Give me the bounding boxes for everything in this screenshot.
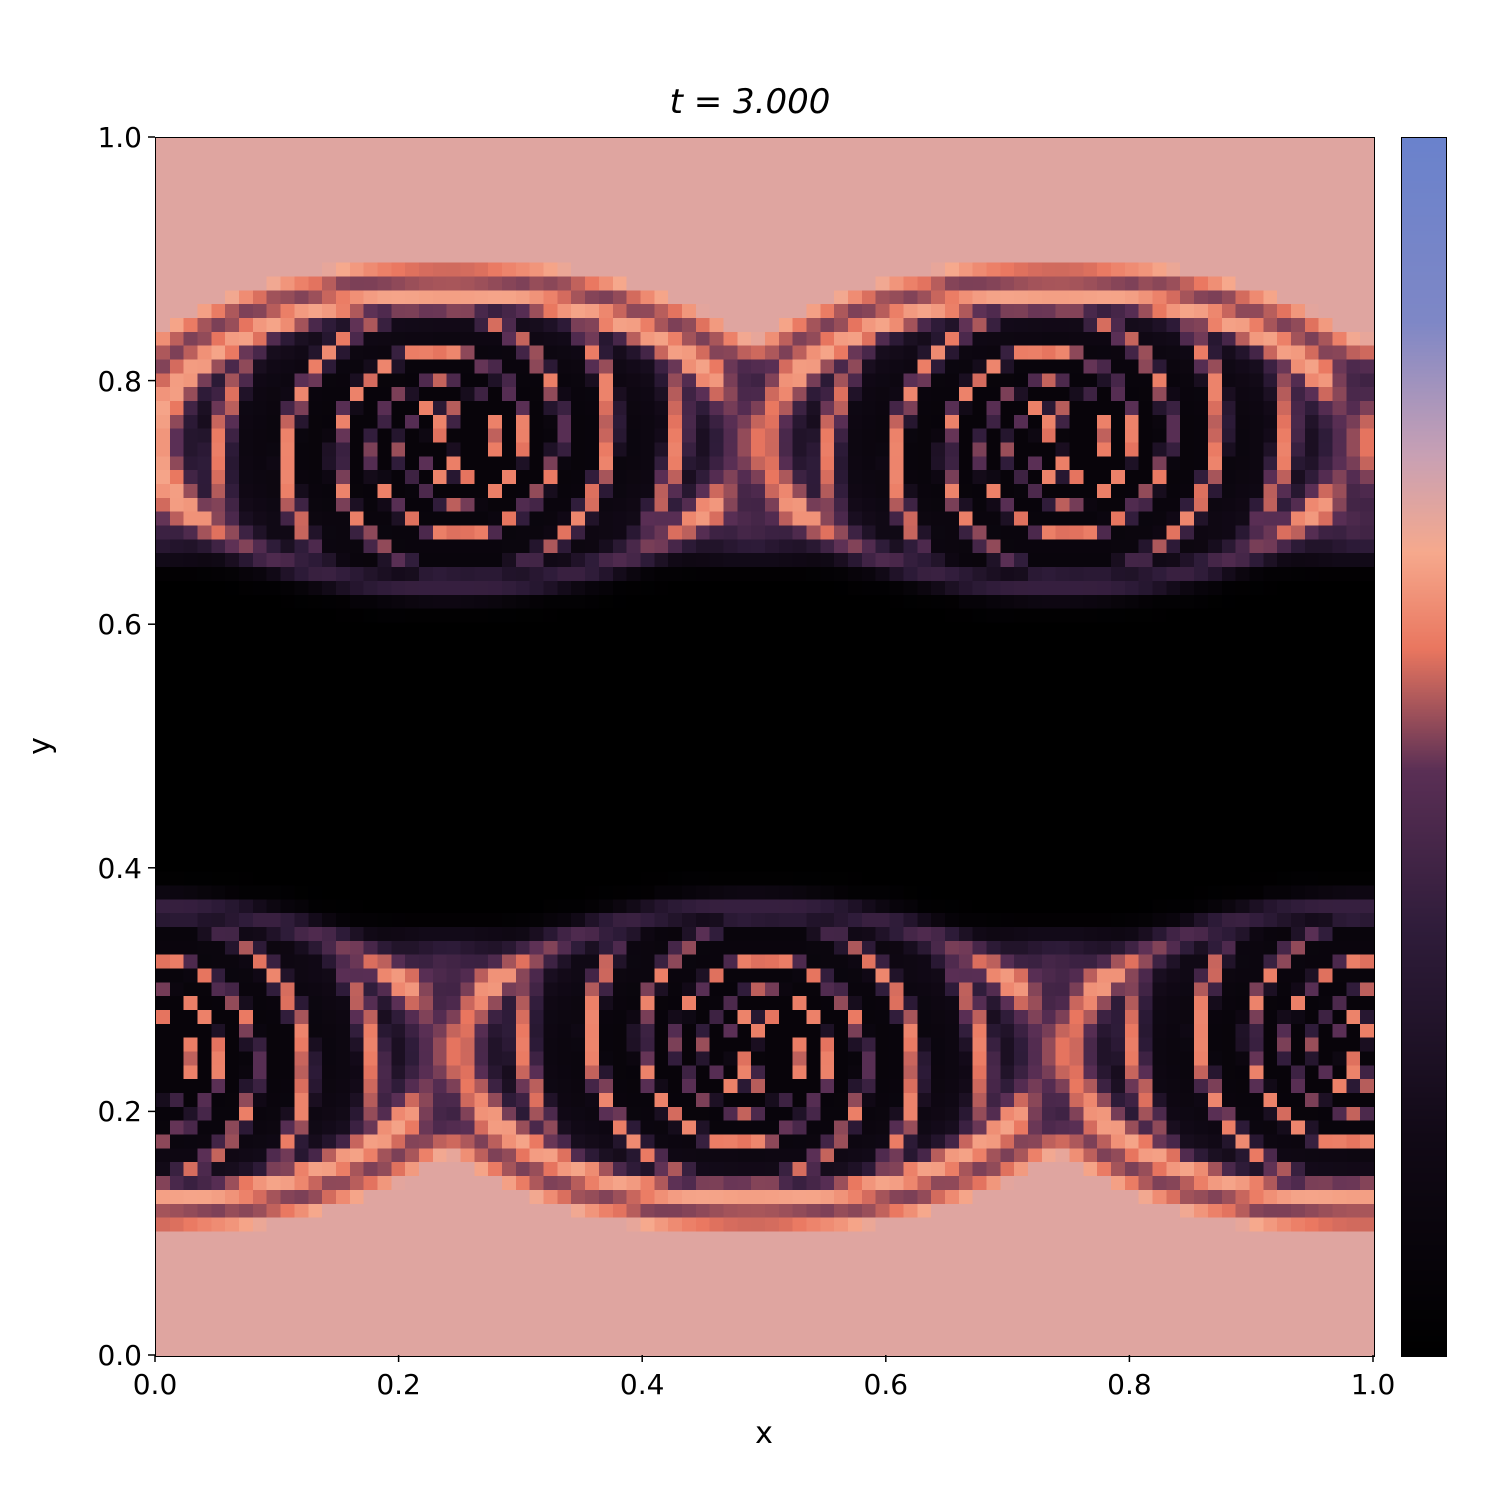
y-tick-label: 0.2 (62, 1095, 142, 1128)
heatmap-canvas (156, 138, 1374, 1356)
x-tick-label: 0.0 (115, 1368, 195, 1401)
x-tick-label: 1.0 (1333, 1368, 1413, 1401)
y-tick-label: 0.8 (62, 365, 142, 398)
y-tick-label: 0.0 (62, 1339, 142, 1372)
y-tick-label: 1.0 (62, 121, 142, 154)
y-tick-label: 0.6 (62, 608, 142, 641)
x-tick-label: 0.8 (1089, 1368, 1169, 1401)
x-tick-label: 0.6 (846, 1368, 926, 1401)
plot-title: t = 3.000 (0, 82, 1500, 122)
y-axis-label: y (23, 737, 58, 755)
x-axis-label: x (14, 1416, 1500, 1451)
figure: t = 3.000 0.0 0.2 0.4 0.6 0.8 1.0 0.0 0.2 0.4 0.… (0, 0, 1500, 1500)
y-tick-label: 0.4 (62, 852, 142, 885)
heatmap-plot-area (155, 137, 1375, 1357)
x-tick-label: 0.4 (602, 1368, 682, 1401)
x-tick-label: 0.2 (359, 1368, 439, 1401)
colorbar (1401, 137, 1447, 1357)
